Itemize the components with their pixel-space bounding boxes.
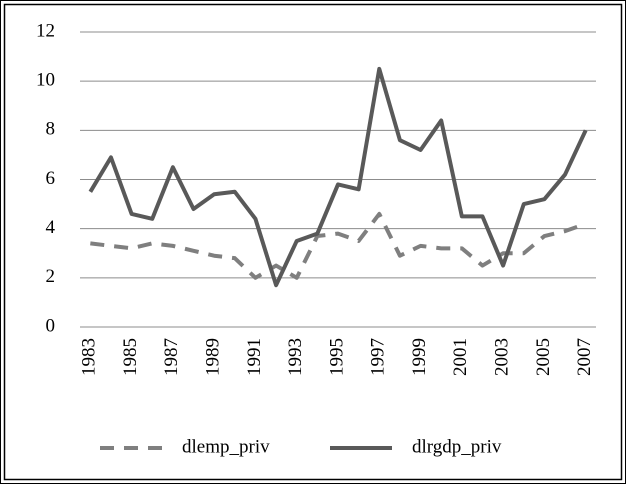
x-tick-label: 1995 (326, 338, 347, 376)
y-tick-label: 10 (36, 70, 55, 91)
data-line (90, 211, 587, 280)
data-line (88, 66, 588, 288)
x-tick-label: 2005 (533, 338, 554, 376)
x-tick-label: 2007 (574, 338, 595, 376)
y-tick-label: 6 (46, 168, 56, 189)
x-tick-label: 1987 (161, 338, 182, 376)
chart-frame (3, 3, 623, 481)
y-tick-label: 4 (46, 217, 56, 238)
y-tick-label: 12 (36, 20, 55, 41)
legend-label: dlrgdp_priv (412, 436, 502, 457)
x-tick-label: 1997 (368, 338, 389, 376)
x-tick-label: 1983 (79, 338, 100, 376)
x-tick-label: 1993 (285, 338, 306, 376)
y-tick-label: 0 (46, 315, 56, 336)
x-tick-label: 1985 (120, 338, 141, 376)
x-tick-label: 2003 (491, 338, 512, 376)
y-tick-label: 8 (46, 119, 56, 140)
x-tick-label: 1991 (244, 338, 265, 376)
x-tick-label: 1989 (203, 338, 224, 376)
x-tick-label: 1999 (409, 338, 430, 376)
legend-label: dlemp_priv (182, 436, 270, 457)
y-tick-label: 2 (46, 266, 56, 287)
x-tick-label: 2001 (450, 338, 471, 376)
